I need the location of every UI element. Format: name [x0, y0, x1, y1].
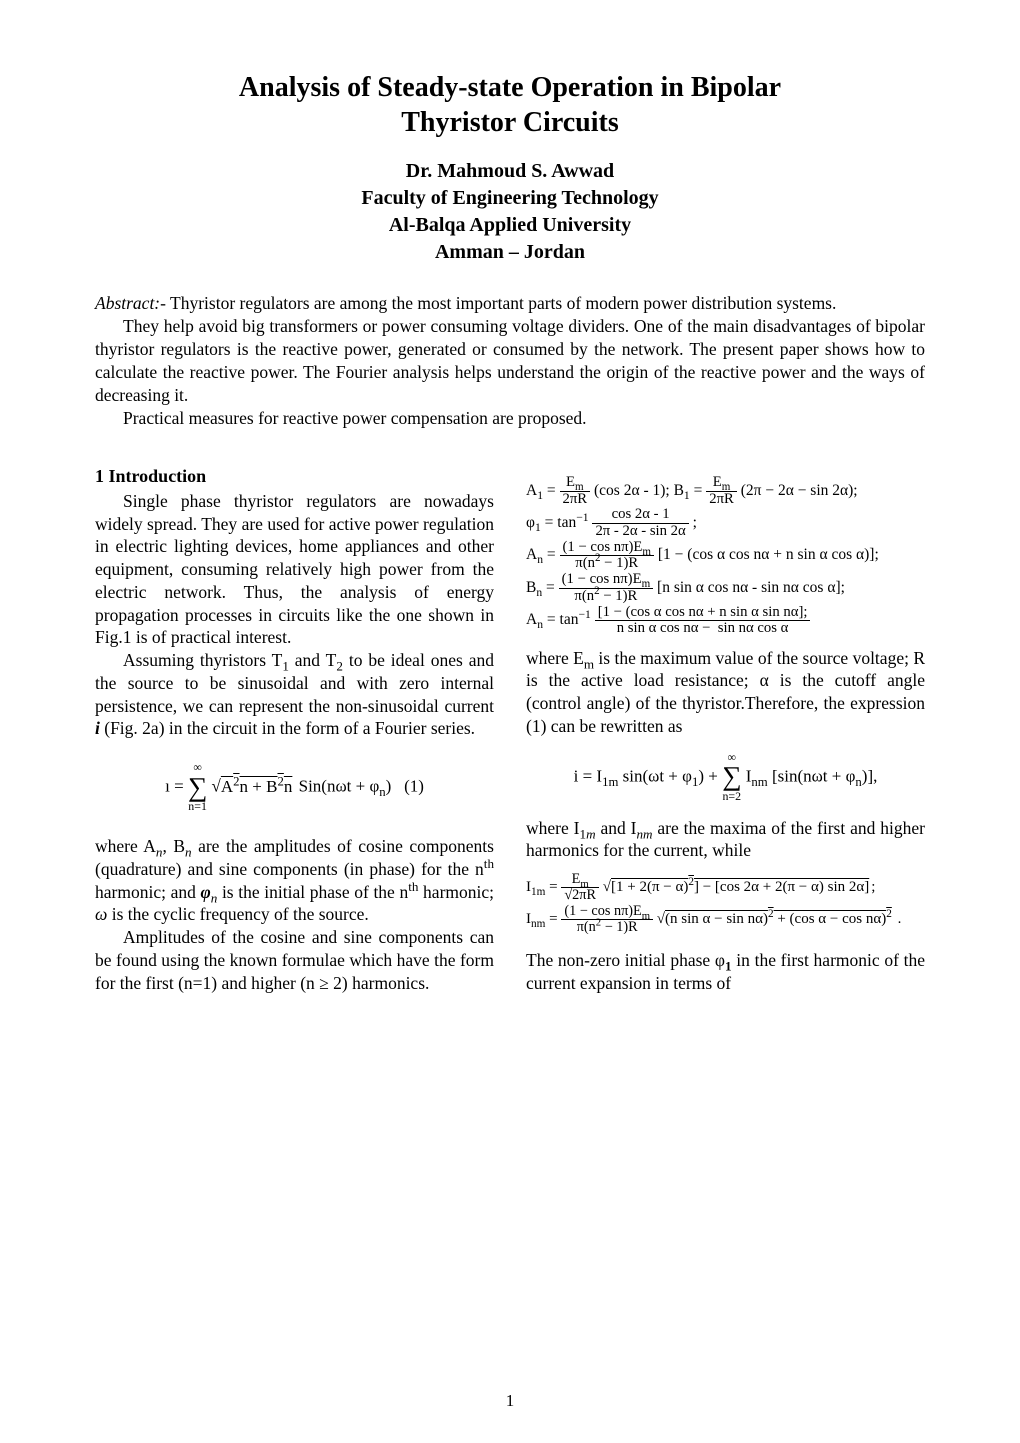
right-column: A1 = Em2πR (cos 2α - 1); B1 = Em2πR (2π …	[526, 465, 925, 995]
page: Analysis of Steady-state Operation in Bi…	[0, 0, 1020, 1443]
title-line-2: Thyristor Circuits	[401, 107, 619, 138]
right-p1: where Em is the maximum value of the sou…	[526, 647, 925, 738]
affiliation-2: Al-Balqa Applied University	[389, 214, 631, 236]
sqrt-arg: A2n + B2n	[221, 777, 294, 796]
abstract-p1: Abstract:- Thyristor regulators are amon…	[95, 292, 925, 315]
intro-p4: Amplitudes of the cosine and sine compon…	[95, 926, 494, 994]
equation-block-coeffs: A1 = Em2πR (cos 2α - 1); B1 = Em2πR (2π …	[526, 475, 925, 637]
abstract-block: Abstract:- Thyristor regulators are amon…	[95, 292, 925, 431]
right-p2: where I1m and Inm are the maxima of the …	[526, 817, 925, 863]
byline-block: Dr. Mahmoud S. Awwad Faculty of Engineer…	[95, 158, 925, 266]
paper-title: Analysis of Steady-state Operation in Bi…	[95, 70, 925, 140]
right-p3: The non-zero initial phase φ1 in the fir…	[526, 949, 925, 995]
affiliation-1: Faculty of Engineering Technology	[361, 187, 658, 209]
two-column-body: 1 Introduction Single phase thyristor re…	[95, 465, 925, 995]
summation-symbol-2: ∞ ∑ n=2	[722, 752, 741, 803]
abstract-p2: They help avoid big transformers or powe…	[95, 315, 925, 407]
left-column: 1 Introduction Single phase thyristor re…	[95, 465, 494, 995]
section-1-heading: 1 Introduction	[95, 465, 494, 488]
equation-1: ı = ∞ ∑ n=1 √A2n + B2n Sin(nωt + φn) (1)	[95, 762, 494, 813]
title-line-1: Analysis of Steady-state Operation in Bi…	[239, 72, 781, 103]
intro-p3: where An, Bn are the amplitudes of cosin…	[95, 835, 494, 926]
intro-p2: Assuming thyristors T1 and T2 to be idea…	[95, 649, 494, 740]
summation-symbol: ∞ ∑ n=1	[188, 762, 207, 813]
author-name: Dr. Mahmoud S. Awwad	[406, 160, 614, 182]
abstract-p1-tail: Thyristor regulators are among the most …	[166, 293, 836, 313]
equation-block-I: I1m = Em√2πR √[1 + 2(π − α)2] − [cos 2α …	[526, 872, 925, 935]
equation-1-number: (1)	[404, 777, 424, 796]
page-number: 1	[0, 1391, 1020, 1411]
intro-p1: Single phase thyristor regulators are no…	[95, 490, 494, 649]
abstract-label: Abstract:-	[95, 293, 166, 313]
abstract-p3: Practical measures for reactive power co…	[95, 407, 925, 430]
equation-i-expansion: i = I1m sin(ωt + φ1) + ∞ ∑ n=2 Inm [sin(…	[526, 752, 925, 803]
affiliation-3: Amman – Jordan	[435, 241, 585, 263]
